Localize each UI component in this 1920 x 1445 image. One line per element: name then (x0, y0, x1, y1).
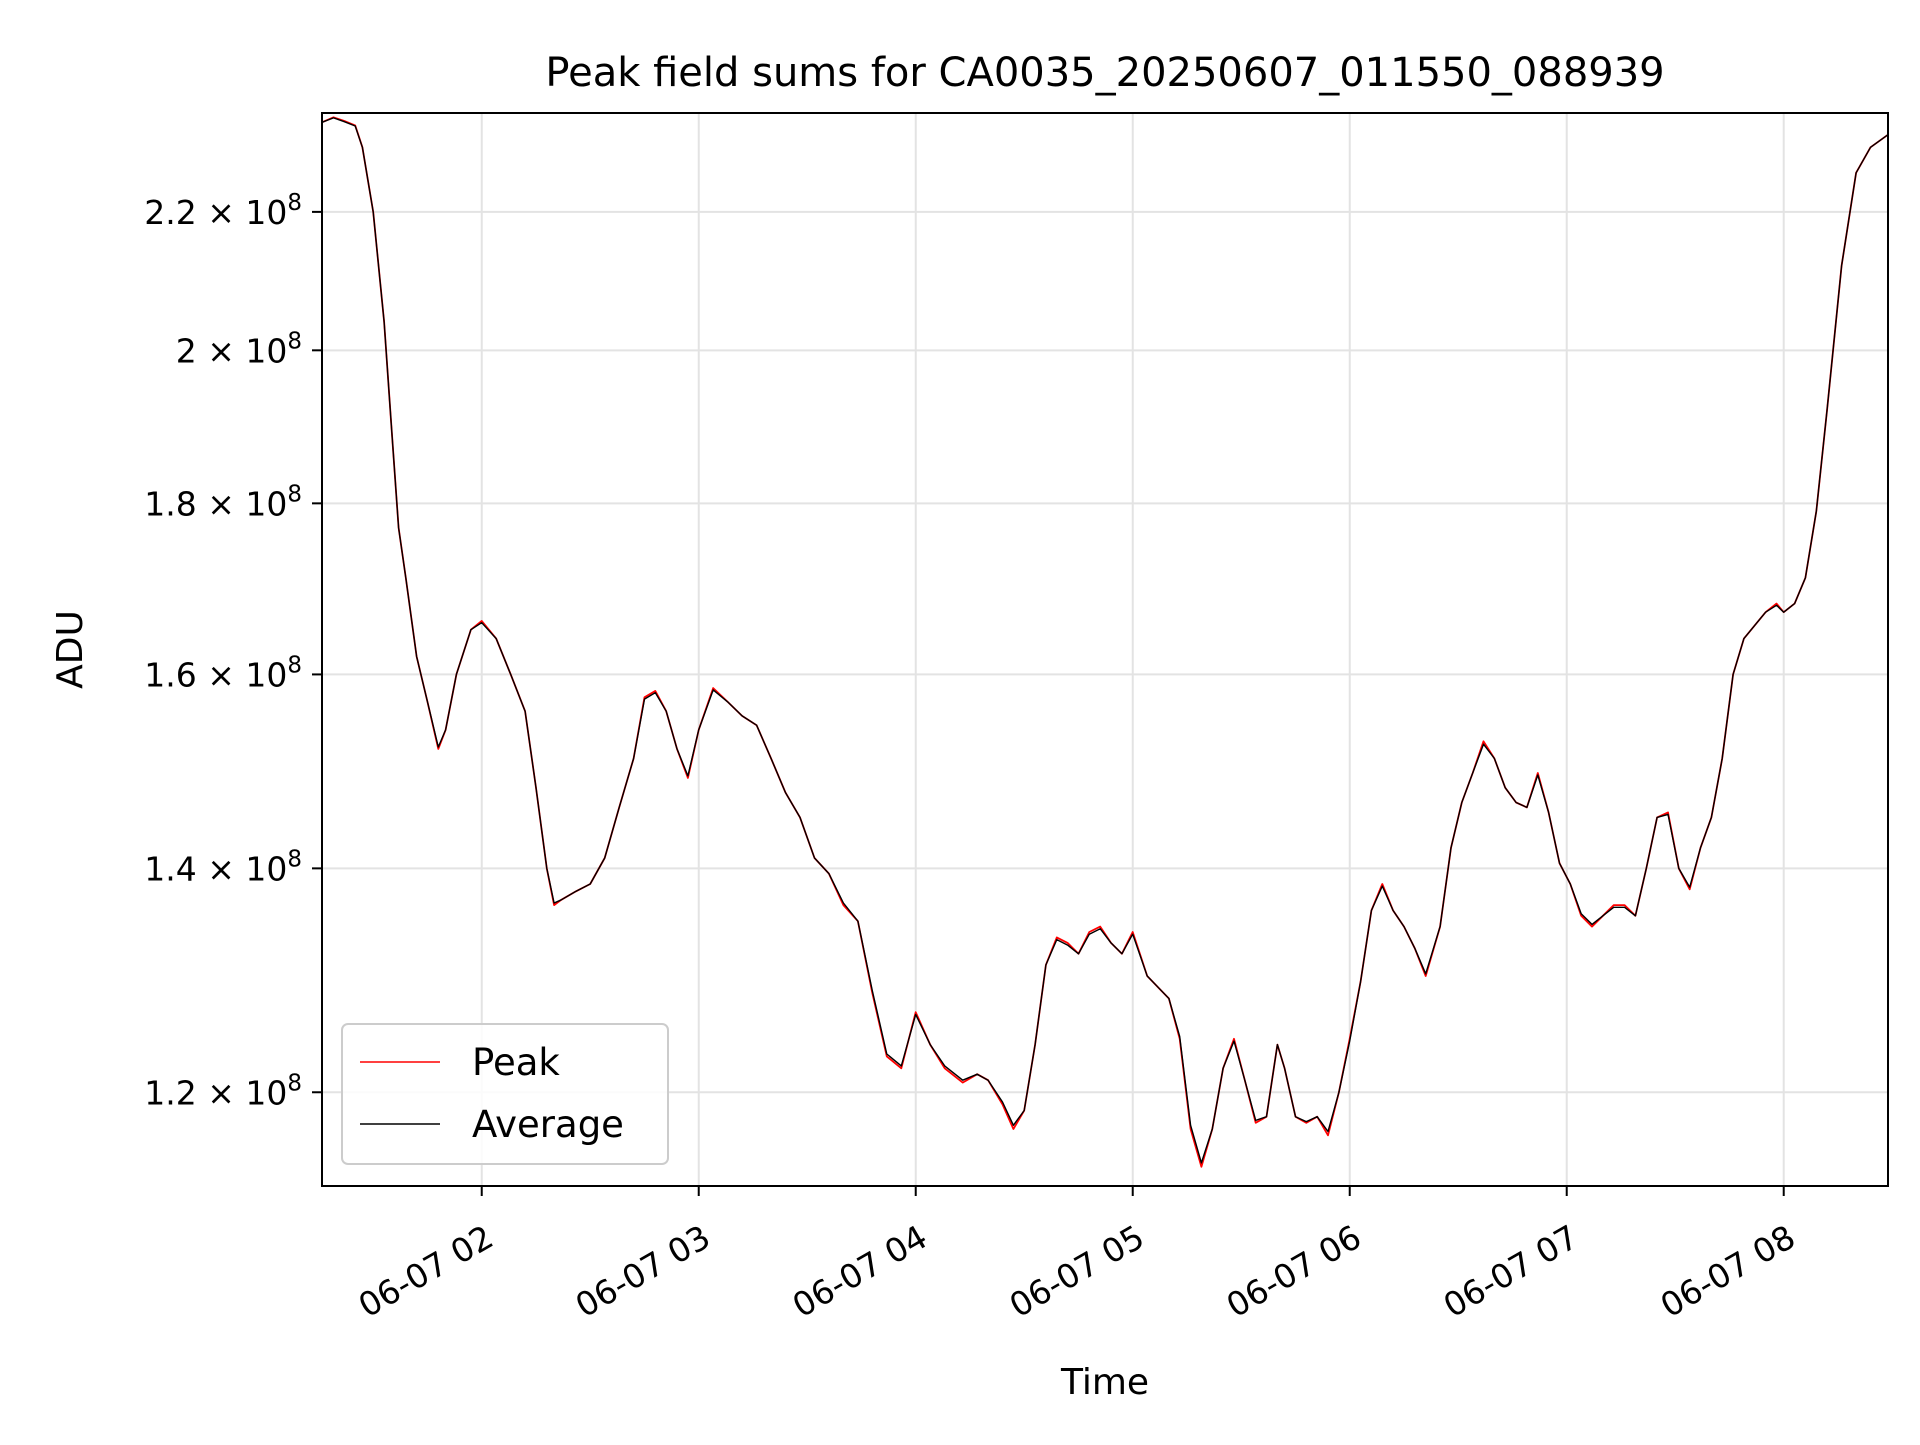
gridlines (322, 113, 1888, 1186)
y-tick-label: 1.2 × 108 (144, 1070, 302, 1112)
legend-label-peak: Peak (472, 1041, 560, 1084)
series-lines (321, 116, 1889, 1168)
plot-area-frame (321, 112, 1889, 1187)
series-line-average (321, 117, 1889, 1164)
chart-title: Peak field sums for CA0035_20250607_0115… (545, 50, 1664, 96)
y-tick-label: 1.8 × 108 (144, 481, 302, 523)
y-axis-label: ADU (50, 610, 91, 689)
y-tick-label: 2 × 108 (176, 328, 302, 370)
x-axis-label: Time (1060, 1362, 1149, 1403)
y-tick-label: 2.2 × 108 (144, 190, 302, 232)
legend: Peak Average (341, 1023, 669, 1165)
y-tick-label: 1.6 × 108 (144, 652, 302, 694)
y-tick-label: 1.4 × 108 (144, 846, 302, 888)
legend-label-average: Average (472, 1103, 624, 1146)
legend-box (341, 1023, 669, 1165)
